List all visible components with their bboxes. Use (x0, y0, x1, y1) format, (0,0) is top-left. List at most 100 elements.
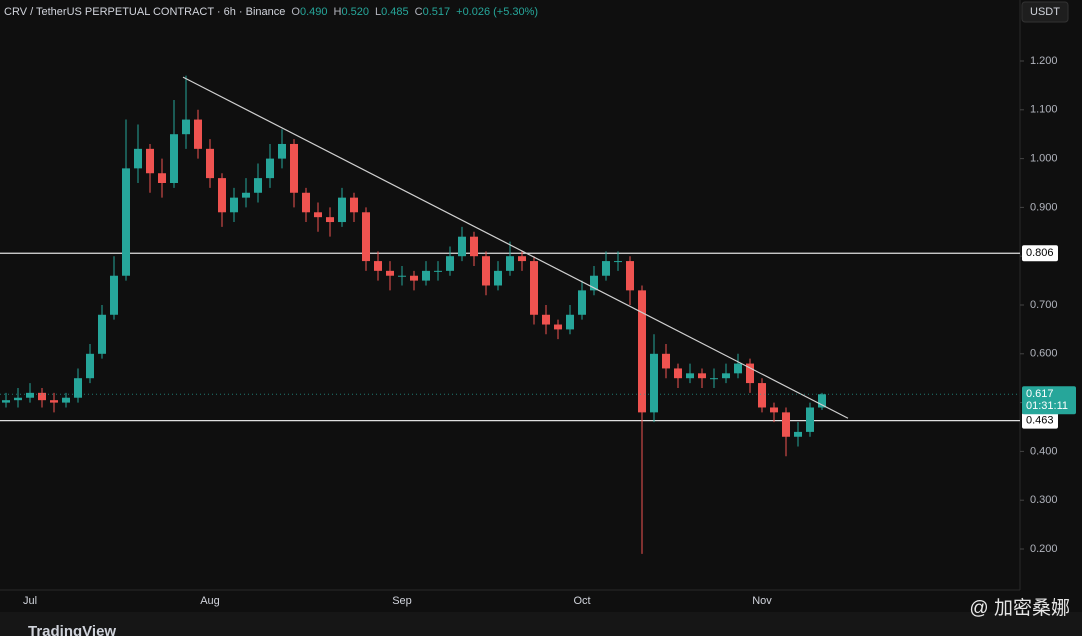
candle-body (626, 261, 634, 291)
author: @ 加密桑娜 (969, 597, 1070, 619)
candle-body (578, 290, 586, 315)
x-tick-label: Nov (752, 595, 772, 607)
candle-body (290, 143, 298, 193)
ohlc-value: 0.485 (381, 6, 409, 18)
ohlc-value: 0.520 (341, 6, 369, 18)
y-tick-label: 0.600 (1030, 348, 1058, 360)
candle-body (254, 178, 262, 193)
candle-body (266, 158, 274, 179)
candle-body (794, 431, 802, 437)
candle-body (170, 134, 178, 184)
candle-body (518, 256, 526, 262)
ohlc-value: 0.490 (300, 6, 328, 18)
x-tick-label: Jul (23, 595, 37, 607)
candle-body (806, 407, 814, 432)
candle-body (110, 275, 118, 315)
trendline (182, 76, 849, 419)
candle-body (614, 261, 622, 263)
candle-body (302, 192, 310, 213)
currency-button[interactable] (1021, 1, 1069, 23)
candle-body (398, 275, 406, 277)
candle-body (218, 178, 226, 213)
ohlc-label: O (291, 6, 300, 18)
y-tick-label: 1.200 (1030, 55, 1058, 67)
candle-body (362, 212, 370, 262)
candle-body (374, 261, 382, 271)
footer (0, 612, 1082, 636)
candle-body (686, 373, 694, 379)
candle-body (458, 236, 466, 257)
x-tick-label: Sep (392, 595, 412, 607)
candle-body (698, 373, 706, 379)
ohlc-value: 0.517 (423, 6, 451, 18)
candle-body (638, 290, 646, 413)
candle-body (542, 314, 550, 325)
candle-body (278, 143, 286, 159)
y-tick-label: 0.300 (1030, 494, 1058, 506)
candle-body (422, 270, 430, 281)
ohlc-label: H (334, 6, 342, 18)
candle-body (386, 270, 394, 276)
candle-body (206, 148, 214, 179)
candle-body (326, 217, 334, 223)
countdown: 01:31:11 (1026, 400, 1068, 412)
candle-body (722, 373, 730, 379)
candle-body (26, 392, 34, 398)
candle-body (530, 261, 538, 315)
brand: TradingView (28, 623, 116, 636)
y-tick-label: 0.900 (1030, 201, 1058, 213)
candle-body (758, 383, 766, 408)
x-tick-label: Aug (200, 595, 220, 607)
candle-body (818, 394, 826, 408)
candle-body (350, 197, 358, 213)
candle-body (650, 353, 658, 413)
y-tick-label: 0.200 (1030, 543, 1058, 555)
candle-body (734, 363, 742, 374)
header: CRV / TetherUS PERPETUAL CONTRACT · 6h ·… (4, 6, 538, 18)
level-tag (1022, 245, 1058, 262)
candle-body (134, 148, 142, 169)
candle-body (14, 397, 22, 401)
ohlc-label: C (415, 6, 423, 18)
candle-body (674, 368, 682, 379)
candle-body (446, 256, 454, 271)
last-price-tag (1022, 386, 1076, 415)
candle-body (506, 256, 514, 271)
candle-body (98, 314, 106, 354)
candle-body (482, 256, 490, 286)
candle-body (146, 148, 154, 174)
candle-body (494, 270, 502, 286)
level-tag (1022, 412, 1058, 429)
candle-body (782, 412, 790, 437)
candle-body (38, 392, 46, 401)
candle-body (338, 197, 346, 223)
candle-body (194, 119, 202, 149)
candle-body (770, 407, 778, 413)
symbol: CRV / TetherUS PERPETUAL CONTRACT · 6h ·… (4, 6, 285, 18)
candle-body (662, 353, 670, 369)
candle-body (434, 270, 442, 272)
currency[interactable]: USDT (1030, 6, 1060, 18)
candle-body (602, 261, 610, 276)
candle-body (62, 397, 70, 403)
candle-body (710, 378, 718, 380)
candle-body (566, 314, 574, 330)
candle-body (122, 168, 130, 276)
y-tick-label: 0.400 (1030, 445, 1058, 457)
x-tick-label: Oct (573, 595, 590, 607)
candle-body (746, 363, 754, 384)
candle-body (314, 212, 322, 218)
y-tick-label: 1.000 (1030, 153, 1058, 165)
candle-body (554, 324, 562, 330)
candle-body (230, 197, 238, 213)
candle-body (158, 173, 166, 184)
last-price-label: 0.617 (1026, 388, 1054, 400)
ohlc-label: L (375, 6, 381, 18)
level-label: 0.806 (1026, 247, 1054, 259)
y-tick-label: 0.700 (1030, 299, 1058, 311)
candle-body (86, 353, 94, 379)
candle-body (182, 119, 190, 135)
candle-body (74, 378, 82, 398)
